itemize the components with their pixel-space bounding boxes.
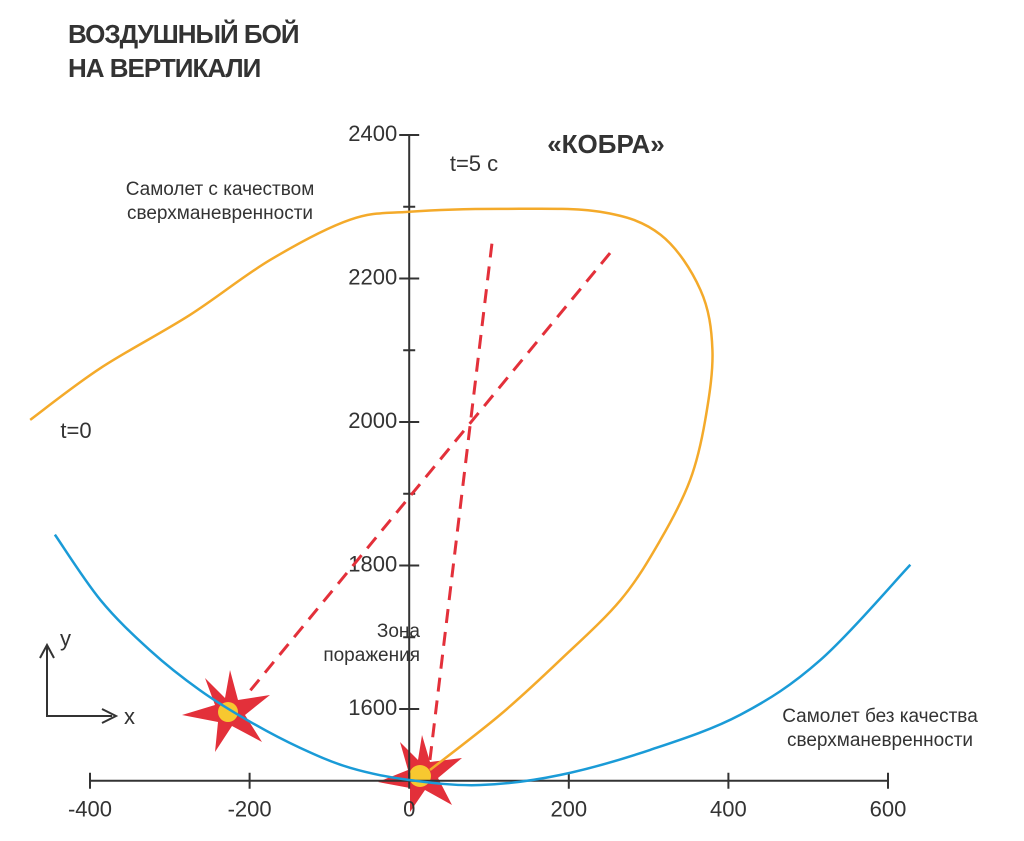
x-tick-label: 400 [710, 797, 747, 822]
y-tick-label: 2400 [348, 121, 397, 146]
y-tick-label: 1800 [348, 551, 397, 576]
y-tick-label: 1600 [348, 695, 397, 720]
axis-arrows [39, 642, 119, 724]
t-start-label: t=0 [60, 418, 91, 443]
x-tick-label: -200 [228, 797, 272, 822]
x-tick-label: 600 [870, 797, 907, 822]
explosion-core [409, 765, 431, 787]
y-tick-label: 2000 [348, 408, 397, 433]
x-tick-label: 200 [550, 797, 587, 822]
trajectory [29, 207, 714, 771]
maneuver-label: «КОБРА» [547, 129, 665, 159]
series-label: Самолет без качества сверхманевренности [782, 706, 978, 751]
y-axis-label: y [60, 626, 71, 651]
y-tick-label: 2200 [348, 264, 397, 289]
series-label: Самолет с качеством сверхманевренности [125, 179, 315, 224]
sight-line [428, 234, 495, 761]
zone-label: Зона поражения [323, 621, 420, 666]
trajectory [53, 533, 912, 787]
x-tick-label: -400 [68, 797, 112, 822]
title: ВОЗДУШНЫЙ БОЙ НА ВЕРТИКАЛИ [68, 19, 300, 83]
t-end-label: t=5 с [450, 151, 498, 176]
sight-line [249, 248, 614, 692]
x-axis-label: x [124, 704, 135, 729]
x-tick-label: 0 [403, 797, 415, 822]
